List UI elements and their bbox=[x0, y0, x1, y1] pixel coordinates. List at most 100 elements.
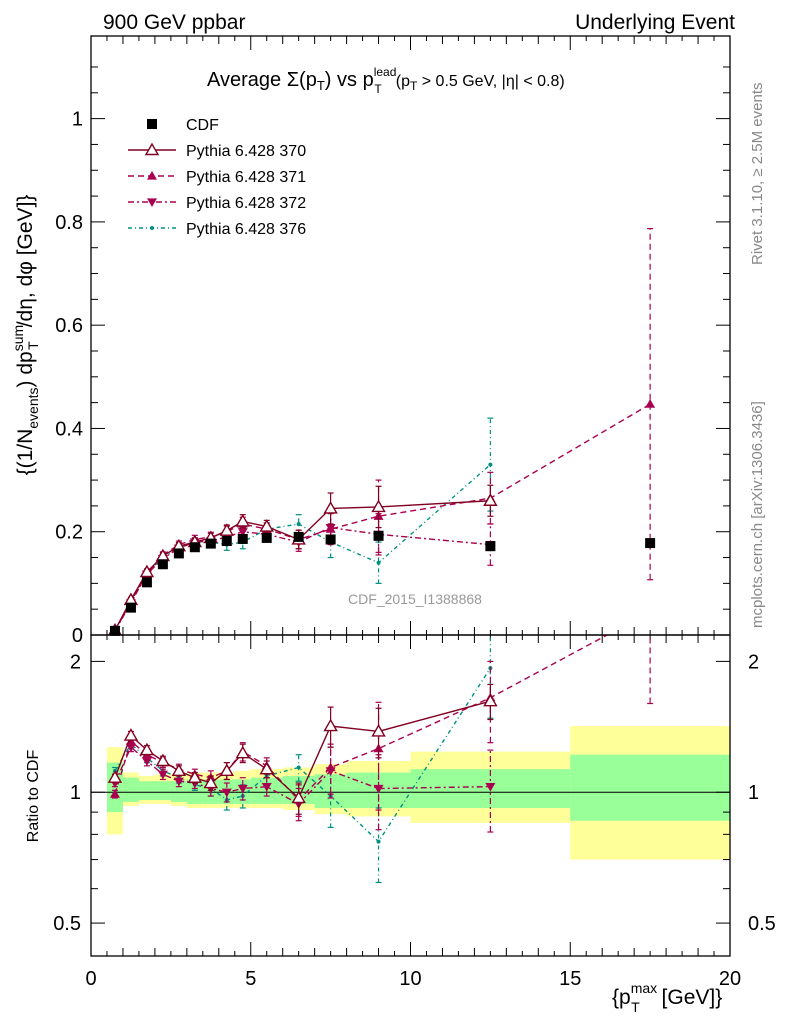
ratio-point bbox=[107, 770, 123, 783]
legend-label: Pythia 6.428 370 bbox=[186, 143, 306, 160]
ratio-point bbox=[155, 753, 171, 767]
data-point bbox=[325, 534, 336, 545]
series-cdf bbox=[109, 530, 656, 636]
series-line bbox=[114, 500, 491, 631]
ratio-y-tick-label-right: 0.5 bbox=[748, 913, 776, 935]
series-line bbox=[114, 403, 651, 632]
data-point bbox=[645, 399, 656, 408]
data-point bbox=[325, 524, 336, 533]
ratio-point bbox=[296, 765, 301, 770]
legend-label: CDF bbox=[186, 117, 219, 134]
data-point bbox=[296, 521, 301, 526]
legend-item-cdf: CDF bbox=[147, 117, 219, 134]
ratio-point bbox=[323, 718, 338, 732]
data-point bbox=[483, 493, 498, 506]
data-point bbox=[259, 519, 274, 532]
y-tick-label: 1 bbox=[72, 109, 83, 131]
ratio-y-tick-label-right: 1 bbox=[748, 782, 759, 804]
y-tick-label: 0.8 bbox=[55, 212, 83, 234]
chart-title: Average Σ(pT) vs plead T (pT > 0.5 GeV, |η… bbox=[207, 65, 565, 96]
data-point bbox=[173, 548, 184, 559]
ratio-point bbox=[259, 761, 274, 775]
ratio-point bbox=[645, 607, 655, 616]
ratio-point bbox=[483, 693, 498, 707]
data-point bbox=[157, 559, 168, 570]
rivet-label: Rivet 3.1.10, ≥ 2.5M events bbox=[749, 83, 766, 266]
legend-item-pythia-6-428-372: Pythia 6.428 372 bbox=[128, 195, 306, 212]
x-tick-label: 10 bbox=[399, 968, 421, 990]
legend-item-pythia-6-428-376: Pythia 6.428 376 bbox=[128, 221, 306, 238]
band-inner bbox=[570, 754, 730, 821]
ratio-point bbox=[171, 763, 187, 777]
data-point bbox=[139, 564, 155, 578]
x-tick-label: 0 bbox=[85, 968, 96, 990]
data-point bbox=[189, 542, 200, 553]
ratio-y-tick-label: 1 bbox=[70, 782, 81, 804]
data-point bbox=[109, 625, 120, 636]
data-point bbox=[371, 499, 386, 513]
data-point bbox=[645, 538, 656, 549]
band-inner bbox=[138, 781, 155, 800]
ratio-point bbox=[261, 783, 272, 792]
watermark: CDF_2015_I1388868 bbox=[348, 591, 482, 607]
y-axis-label: {(1/Nevents) dpsumT/dη, dφ [GeV]} bbox=[10, 195, 41, 476]
ratio-point bbox=[139, 742, 155, 756]
y-tick-label: 0 bbox=[72, 625, 83, 647]
ratio-y-tick-label-right: 2 bbox=[748, 651, 759, 673]
legend-item-pythia-6-428-371: Pythia 6.428 371 bbox=[128, 169, 306, 186]
ratio-panel: 0.5 0.51 12 20 5 10 15 20 bbox=[53, 607, 776, 990]
ratio-point bbox=[123, 728, 139, 741]
ratio-point bbox=[157, 770, 168, 780]
x-tick-label: 15 bbox=[559, 968, 581, 990]
y-tick-label: 0.6 bbox=[55, 315, 83, 337]
legend-label: Pythia 6.428 376 bbox=[186, 221, 306, 238]
ratio-point bbox=[219, 763, 234, 777]
data-point bbox=[219, 523, 234, 536]
data-point bbox=[221, 536, 232, 547]
legend-label: Pythia 6.428 372 bbox=[186, 195, 306, 212]
header-left: 900 GeV ppbar bbox=[103, 11, 245, 34]
band-inner bbox=[170, 781, 187, 802]
ratio-series-group bbox=[107, 607, 655, 884]
data-point bbox=[235, 513, 250, 527]
ratio-point bbox=[325, 762, 336, 772]
ratio-point bbox=[291, 790, 306, 804]
ratio-y-tick-label: 2 bbox=[70, 651, 81, 673]
data-point bbox=[376, 560, 381, 565]
legend: CDF Pythia 6.428 370 Pythia 6.428 371 Pythi… bbox=[128, 117, 306, 238]
series-pythia-6-428-372 bbox=[109, 511, 496, 636]
data-point bbox=[261, 532, 272, 543]
ratio-point bbox=[173, 777, 184, 787]
legend-marker bbox=[147, 171, 157, 180]
y-tick-label: 0.2 bbox=[55, 522, 83, 544]
data-point bbox=[373, 530, 384, 541]
data-point bbox=[485, 541, 496, 552]
legend-marker bbox=[150, 226, 154, 230]
mcplots-label: mcplots.cern.ch [arXiv:1306.3436] bbox=[749, 401, 766, 628]
ratio-point bbox=[376, 839, 381, 844]
data-point bbox=[323, 501, 338, 514]
legend-marker bbox=[144, 142, 160, 156]
header-right: Underlying Event bbox=[575, 11, 735, 34]
data-point bbox=[205, 538, 216, 549]
y-tick-label: 0.4 bbox=[55, 418, 83, 440]
series-pythia-6-428-371 bbox=[109, 228, 656, 635]
ratio-point bbox=[235, 745, 250, 759]
legend-label: Pythia 6.428 371 bbox=[186, 169, 306, 186]
ratio-point bbox=[203, 775, 219, 789]
x-axis-label: {pmax T [GeV]} bbox=[612, 980, 722, 1015]
legend-marker bbox=[147, 198, 157, 207]
ratio-y-label: Ratio to CDF bbox=[25, 750, 42, 843]
svg-text:{(1/Nevents) dpsumT/dη, dφ [Ge: {(1/Nevents) dpsumT/dη, dφ [GeV]} bbox=[10, 195, 41, 476]
data-point bbox=[141, 577, 152, 588]
data-point bbox=[488, 462, 493, 467]
legend-marker bbox=[147, 119, 157, 129]
ratio-point bbox=[221, 788, 232, 798]
legend-item-pythia-6-428-370: Pythia 6.428 370 bbox=[128, 142, 306, 160]
series-pythia-6-428-370 bbox=[107, 484, 498, 636]
ratio-point bbox=[109, 789, 120, 798]
ratio-y-tick-label: 0.5 bbox=[53, 913, 81, 935]
